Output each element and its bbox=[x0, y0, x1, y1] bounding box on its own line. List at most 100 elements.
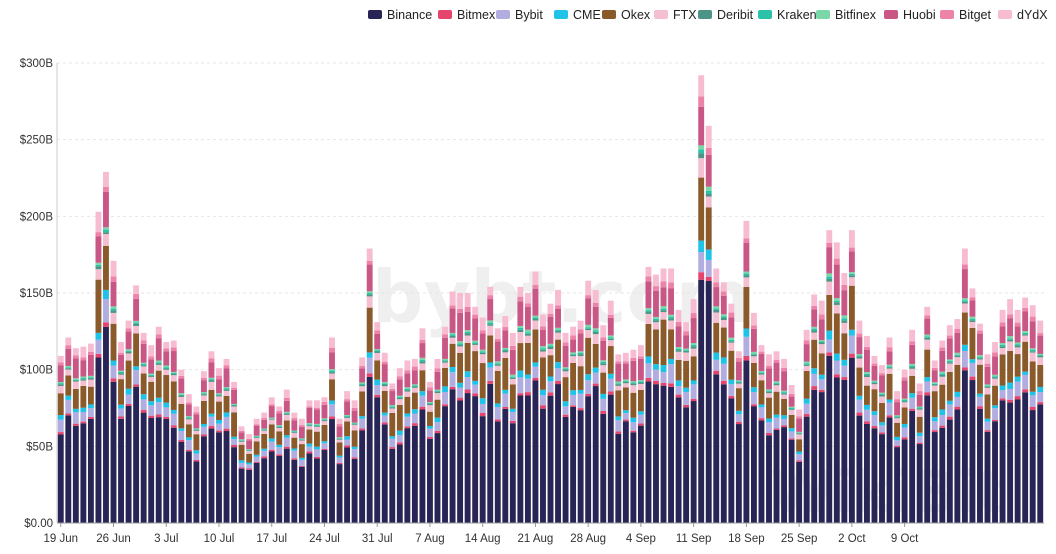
bar-segment-bybit[interactable] bbox=[464, 377, 471, 390]
bar-segment-bybit[interactable] bbox=[65, 399, 72, 414]
bar-segment-bitget[interactable] bbox=[1037, 333, 1044, 336]
bar-segment-okex[interactable] bbox=[577, 366, 584, 390]
bar-segment-kraken[interactable] bbox=[517, 327, 524, 330]
bar-segment-kraken[interactable] bbox=[185, 417, 192, 419]
bar-segment-cme[interactable] bbox=[178, 428, 185, 431]
bar-segment-kraken[interactable] bbox=[961, 300, 968, 302]
bar-segment-binance[interactable] bbox=[125, 406, 132, 523]
bar-segment-huobi[interactable] bbox=[321, 404, 328, 419]
bar-segment-bitmex[interactable] bbox=[314, 456, 320, 459]
bar-segment-huobi[interactable] bbox=[871, 365, 878, 381]
bar-segment-dydx[interactable] bbox=[720, 282, 727, 292]
bar-segment-dydx[interactable] bbox=[306, 400, 313, 407]
bar-segment-ftx[interactable] bbox=[449, 337, 456, 344]
bar-segment-binance[interactable] bbox=[946, 419, 953, 523]
bar-segment-binance[interactable] bbox=[336, 464, 343, 523]
bar-segment-cme[interactable] bbox=[954, 391, 961, 397]
bar-segment-deribit[interactable] bbox=[931, 384, 938, 386]
bar-segment-dydx[interactable] bbox=[329, 337, 335, 348]
bar-stack[interactable] bbox=[1022, 297, 1029, 523]
bar-stack[interactable] bbox=[381, 352, 388, 523]
bar-segment-cme[interactable] bbox=[607, 373, 614, 379]
bar-segment-dydx[interactable] bbox=[494, 328, 501, 339]
bar-segment-ftx[interactable] bbox=[411, 387, 418, 393]
bar-segment-bitmex[interactable] bbox=[705, 276, 712, 281]
bar-segment-bitfinex[interactable] bbox=[931, 382, 938, 384]
bar-segment-cme[interactable] bbox=[200, 423, 207, 427]
bar-segment-bitmex[interactable] bbox=[238, 467, 245, 469]
bar-segment-dydx[interactable] bbox=[675, 309, 682, 322]
bar-segment-deribit[interactable] bbox=[434, 391, 441, 394]
bar-segment-bybit[interactable] bbox=[118, 408, 124, 417]
bar-segment-huobi[interactable] bbox=[698, 106, 705, 146]
bar-segment-dydx[interactable] bbox=[314, 400, 320, 408]
bar-segment-bitget[interactable] bbox=[321, 402, 328, 405]
bar-segment-bitmex[interactable] bbox=[434, 430, 441, 434]
bar-segment-bitget[interactable] bbox=[773, 359, 780, 363]
bar-segment-deribit[interactable] bbox=[811, 330, 818, 333]
bar-stack[interactable] bbox=[547, 303, 554, 523]
bar-segment-ftx[interactable] bbox=[720, 320, 727, 328]
bar-segment-bitfinex[interactable] bbox=[125, 349, 132, 351]
bar-segment-kraken[interactable] bbox=[668, 316, 674, 319]
bar-segment-huobi[interactable] bbox=[773, 362, 780, 382]
bar-segment-bitget[interactable] bbox=[261, 418, 268, 420]
bar-segment-bybit[interactable] bbox=[80, 411, 87, 422]
bar-segment-bitmex[interactable] bbox=[750, 404, 757, 407]
bar-segment-deribit[interactable] bbox=[193, 429, 200, 431]
bar-segment-okex[interactable] bbox=[389, 412, 396, 437]
bar-segment-dydx[interactable] bbox=[826, 230, 833, 243]
bar-segment-bitfinex[interactable] bbox=[999, 343, 1006, 345]
bar-segment-cme[interactable] bbox=[118, 404, 124, 409]
bar-segment-binance[interactable] bbox=[374, 397, 381, 523]
bar-segment-kraken[interactable] bbox=[879, 394, 885, 395]
bar-segment-bitfinex[interactable] bbox=[238, 439, 245, 441]
bar-segment-deribit[interactable] bbox=[517, 329, 524, 333]
bar-segment-kraken[interactable] bbox=[856, 355, 863, 357]
bar-segment-ftx[interactable] bbox=[811, 332, 818, 340]
bar-segment-bitget[interactable] bbox=[253, 424, 260, 426]
bar-segment-bitfinex[interactable] bbox=[185, 416, 192, 418]
bar-segment-binance[interactable] bbox=[163, 419, 170, 523]
bar-segment-cme[interactable] bbox=[811, 368, 818, 374]
bar-segment-kraken[interactable] bbox=[396, 396, 403, 398]
bar-segment-dydx[interactable] bbox=[1007, 299, 1014, 315]
bar-segment-bitmex[interactable] bbox=[1029, 406, 1036, 411]
bar-segment-bitget[interactable] bbox=[291, 418, 298, 421]
bar-segment-okex[interactable] bbox=[178, 403, 185, 429]
bar-stack[interactable] bbox=[977, 323, 983, 523]
bar-segment-huobi[interactable] bbox=[80, 360, 87, 377]
bar-segment-bybit[interactable] bbox=[705, 259, 712, 277]
bar-segment-cme[interactable] bbox=[155, 397, 162, 403]
bar-segment-huobi[interactable] bbox=[449, 308, 456, 333]
bar-segment-bitget[interactable] bbox=[675, 321, 682, 327]
bar-segment-kraken[interactable] bbox=[366, 293, 373, 295]
bar-segment-bitget[interactable] bbox=[419, 339, 426, 344]
bar-segment-bitmex[interactable] bbox=[427, 436, 433, 439]
bar-segment-bybit[interactable] bbox=[637, 414, 644, 424]
bar-stack[interactable] bbox=[472, 306, 479, 523]
bar-segment-cme[interactable] bbox=[969, 359, 976, 363]
bar-segment-bitget[interactable] bbox=[396, 376, 403, 380]
bar-segment-deribit[interactable] bbox=[992, 377, 998, 379]
bar-segment-bybit[interactable] bbox=[524, 378, 531, 393]
bar-segment-bybit[interactable] bbox=[833, 360, 840, 375]
bar-segment-binance[interactable] bbox=[87, 418, 94, 523]
bar-segment-kraken[interactable] bbox=[894, 416, 901, 418]
bar-segment-bitfinex[interactable] bbox=[87, 375, 94, 378]
bar-segment-kraken[interactable] bbox=[848, 273, 855, 276]
bar-stack[interactable] bbox=[246, 434, 253, 523]
bar-segment-dydx[interactable] bbox=[427, 381, 433, 388]
bar-segment-cme[interactable] bbox=[864, 404, 870, 410]
bar-segment-cme[interactable] bbox=[472, 380, 479, 385]
bar-segment-kraken[interactable] bbox=[592, 330, 599, 332]
bar-segment-huobi[interactable] bbox=[668, 288, 674, 315]
bar-segment-kraken[interactable] bbox=[720, 316, 727, 318]
bar-stack[interactable] bbox=[607, 300, 614, 523]
legend-item-ftx[interactable]: FTX bbox=[654, 8, 697, 22]
bar-segment-okex[interactable] bbox=[366, 307, 373, 353]
bar-segment-okex[interactable] bbox=[803, 370, 810, 399]
bar-stack[interactable] bbox=[818, 300, 825, 523]
bar-segment-cme[interactable] bbox=[743, 328, 750, 337]
bar-segment-bybit[interactable] bbox=[170, 413, 177, 426]
